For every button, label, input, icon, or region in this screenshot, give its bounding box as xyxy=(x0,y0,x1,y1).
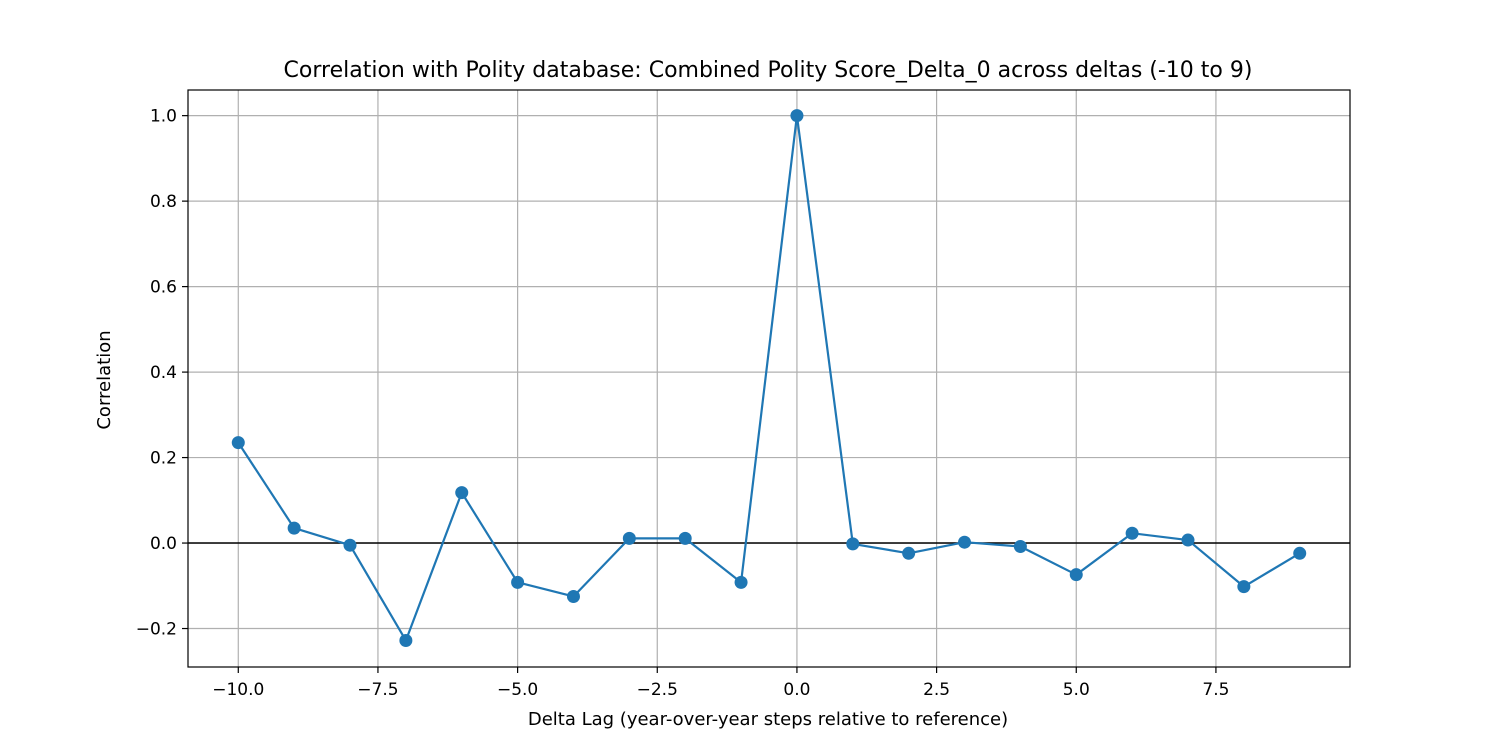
data-point xyxy=(511,575,525,589)
y-tick-label: 0.2 xyxy=(150,449,177,469)
y-tick-label: 1.0 xyxy=(150,107,177,127)
x-tick-label: 7.5 xyxy=(1202,680,1229,700)
data-point xyxy=(455,486,469,500)
series-line xyxy=(237,114,1301,642)
data-point xyxy=(678,531,692,545)
data-point xyxy=(846,537,860,551)
y-axis-title: Correlation xyxy=(94,330,115,429)
x-tick-label: 2.5 xyxy=(923,680,950,700)
data-point xyxy=(1237,580,1251,594)
x-axis-title: Delta Lag (year-over-year steps relative… xyxy=(528,709,1008,730)
chart-title: Correlation with Polity database: Combin… xyxy=(284,58,1253,83)
x-tick-label: 5.0 xyxy=(1063,680,1090,700)
y-tick-label: 0.4 xyxy=(150,363,177,383)
data-point xyxy=(734,575,748,589)
data-point xyxy=(399,634,413,648)
data-point xyxy=(343,538,357,552)
y-tick-label: 0.0 xyxy=(150,534,177,554)
data-point xyxy=(902,546,916,560)
x-tick-label: −2.5 xyxy=(637,680,678,700)
axis-ticks: −10.0 −7.5 −5.0 −2.5 0.0 2.5 5.0 7.5 −0.2 0.0 0.2 0… xyxy=(136,107,1230,700)
data-point xyxy=(1181,533,1195,547)
data-point xyxy=(790,109,804,123)
data-point xyxy=(287,521,301,535)
y-tick-label: 0.8 xyxy=(150,192,177,212)
data-point xyxy=(622,531,636,545)
data-point xyxy=(231,436,245,450)
x-tick-label: −10.0 xyxy=(212,680,264,700)
y-tick-label: −0.2 xyxy=(136,620,177,640)
data-point xyxy=(1069,568,1083,582)
data-point xyxy=(958,535,972,549)
plot-area-frame xyxy=(187,89,1351,668)
x-tick-label: −7.5 xyxy=(357,680,398,700)
series-layer xyxy=(231,109,1307,648)
x-tick-label: −5.0 xyxy=(497,680,538,700)
data-point xyxy=(1293,546,1307,560)
data-point xyxy=(566,589,580,603)
x-tick-label: 0.0 xyxy=(783,680,810,700)
data-point xyxy=(1013,539,1027,553)
data-point xyxy=(1125,526,1139,540)
y-tick-label: 0.6 xyxy=(150,278,177,298)
